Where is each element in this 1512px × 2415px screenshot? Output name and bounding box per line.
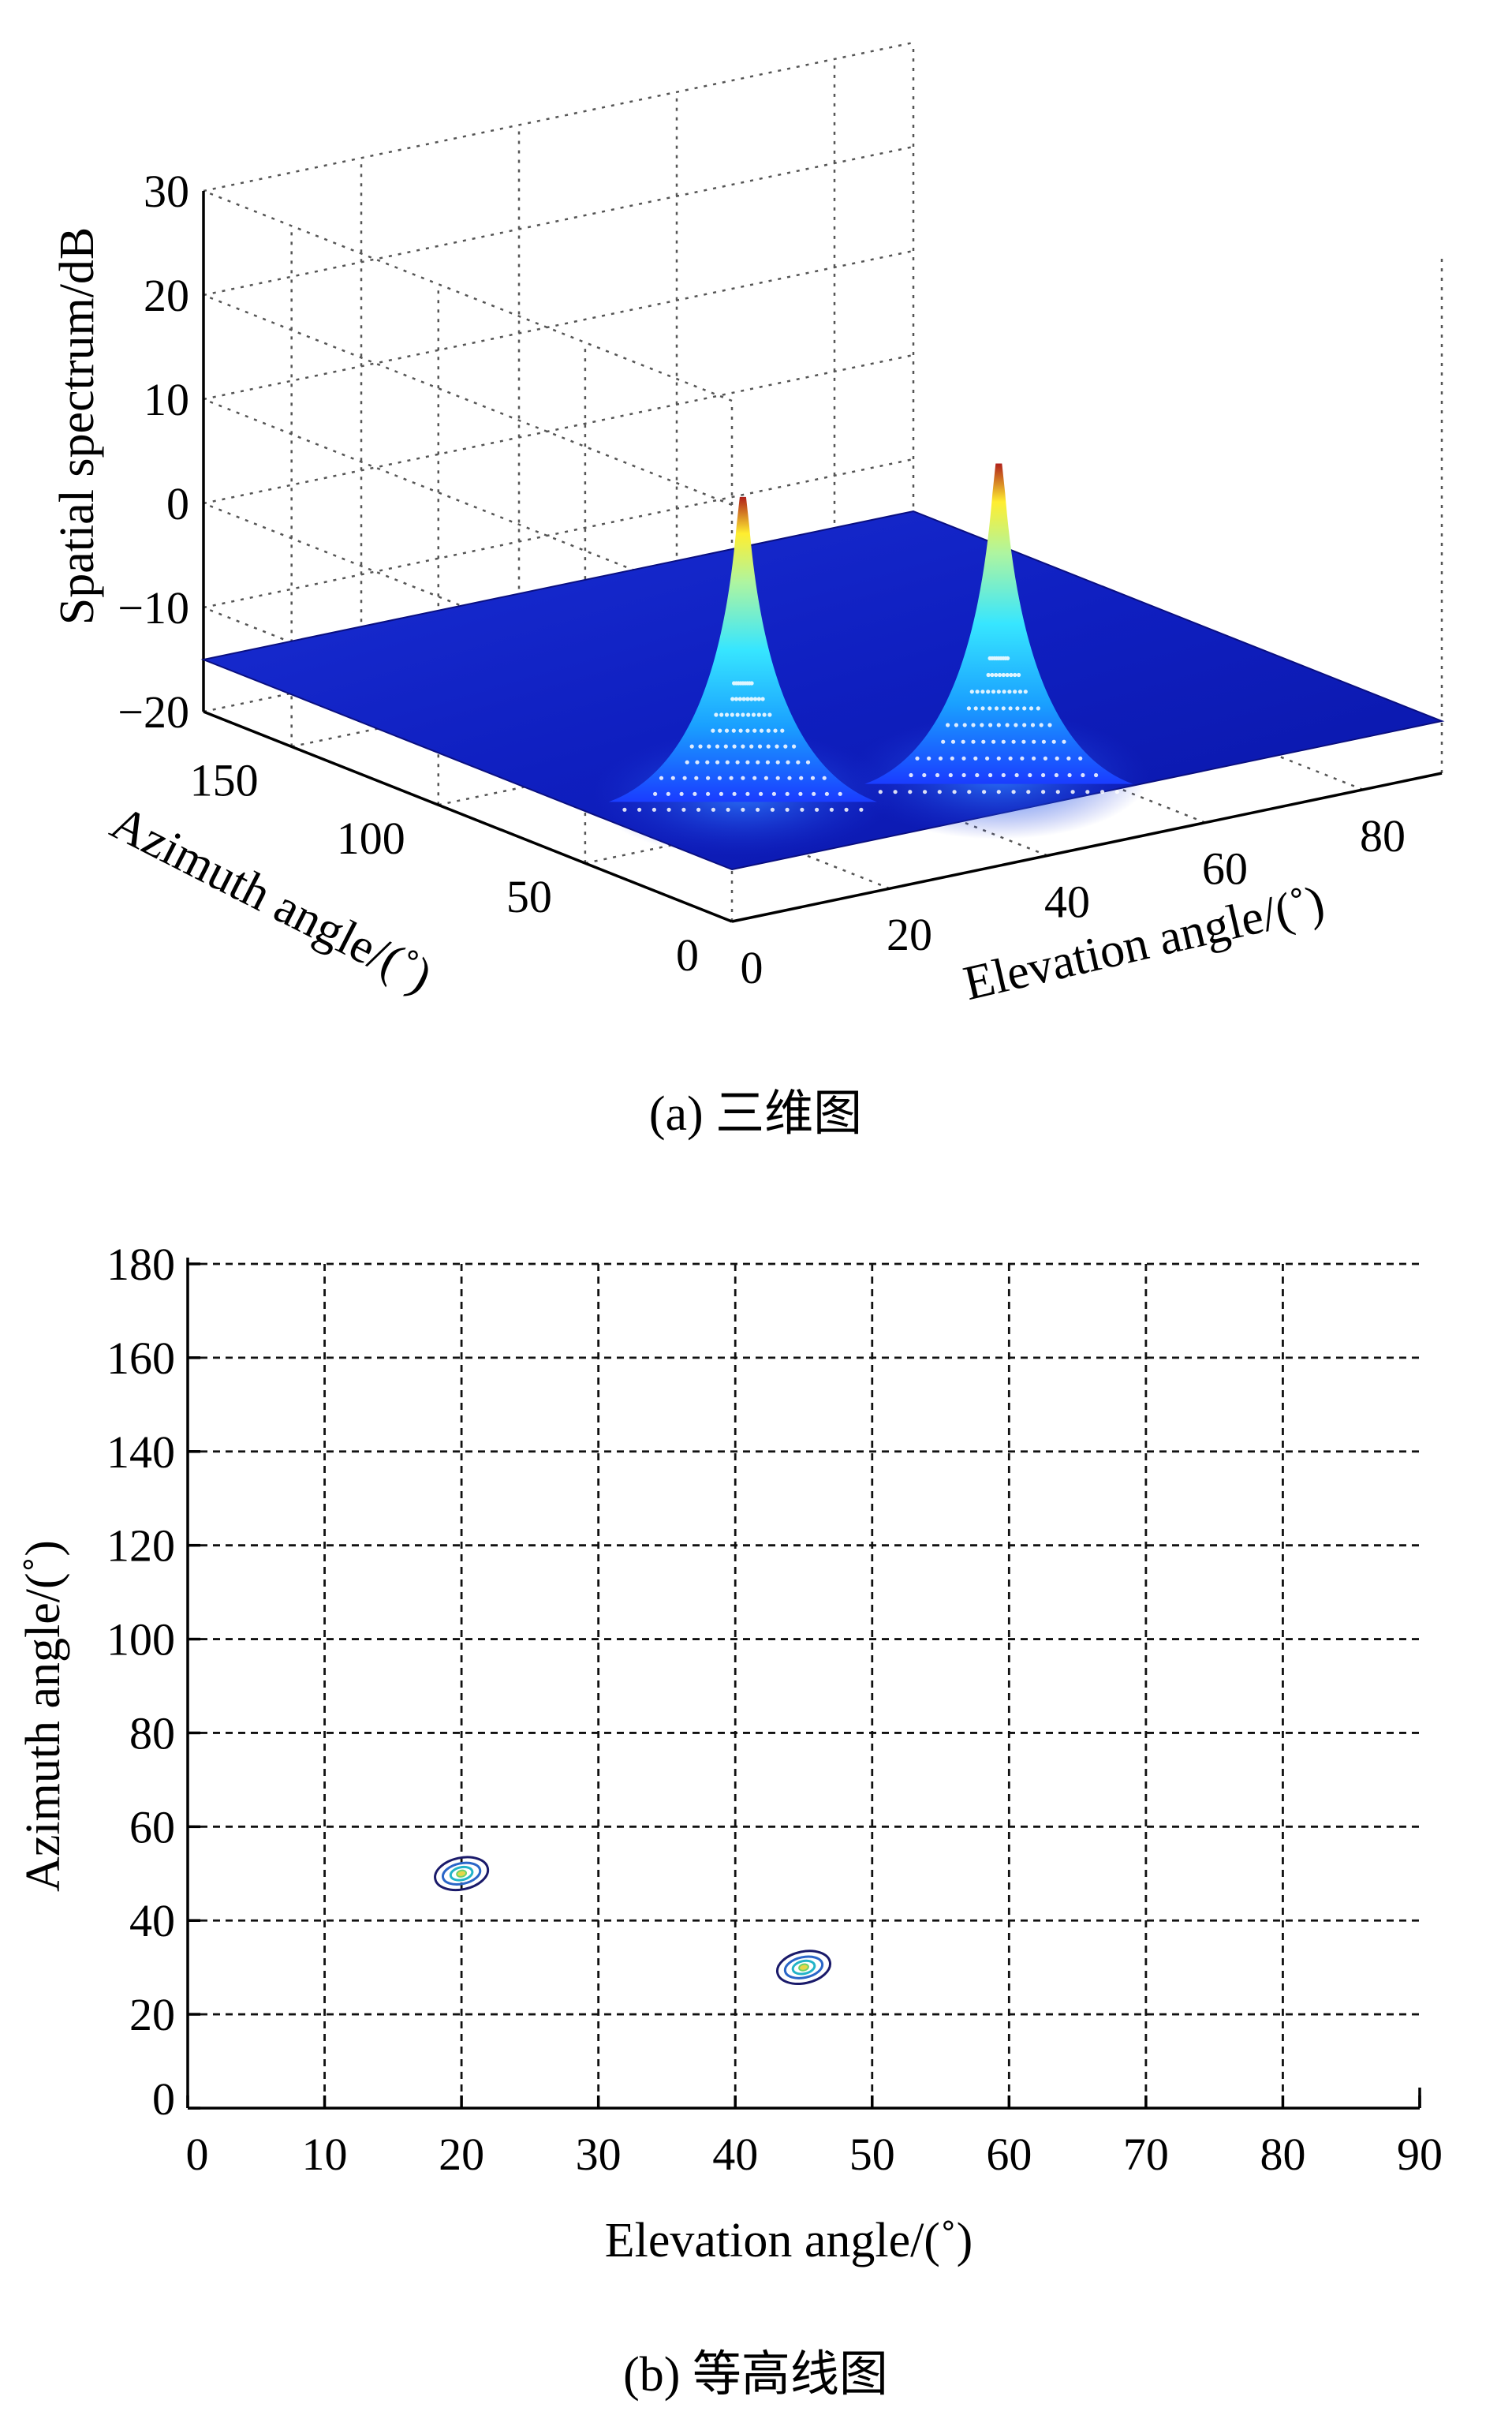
elevation-tick-label-3d: 80 (1360, 810, 1406, 862)
x-tick-label: 60 (986, 2129, 1032, 2180)
grid-line (203, 41, 914, 193)
x-axis-label: Elevation angle/(˚) (605, 2214, 973, 2267)
x-tick-label: 30 (576, 2129, 622, 2180)
x-tick-label: 10 (302, 2129, 348, 2180)
azimuth-tick-label-3d: 100 (337, 813, 405, 864)
y-tick-label: 0 (152, 2073, 175, 2125)
surface-peak (849, 463, 1149, 839)
elevation-tick-label-3d: 0 (741, 942, 763, 993)
elevation-tick-label-3d: 40 (1044, 876, 1090, 927)
caption-a: (a) 三维图 (649, 1087, 862, 1141)
x-tick-label: 70 (1123, 2129, 1169, 2180)
z-tick-label: 20 (144, 270, 189, 321)
peak-mesh-dots (878, 656, 1119, 794)
y-tick-label: 140 (106, 1426, 175, 1478)
azimuth-axis-line (203, 710, 733, 923)
peak-spike (864, 463, 1133, 784)
contour-ring (434, 1856, 490, 1892)
contours (434, 1856, 832, 1985)
y-tick-label: 20 (129, 1989, 175, 2040)
x-tick-label: 0 (186, 2129, 209, 2180)
x-tick-label: 90 (1397, 2129, 1443, 2180)
z-tick-label: −20 (118, 686, 189, 738)
grid-line (203, 249, 914, 401)
contour-ring (775, 1950, 832, 1985)
y-tick-label: 180 (106, 1239, 175, 1290)
azimuth-tick-label-3d: 150 (190, 754, 259, 806)
y-tick-label: 40 (129, 1895, 175, 1946)
contour-plot: 0 10 20 30 40 50 60 70 80 90 0 20 40 60 80 100 120 140 160… (17, 1239, 1443, 2402)
elevation-tick-label-3d: 20 (887, 909, 932, 960)
elevation-axis-line (731, 772, 1443, 923)
peak-spike (608, 496, 877, 802)
y-tick-label: 160 (106, 1333, 175, 1384)
y-tick-label: 80 (129, 1707, 175, 1759)
y-axis-label: Azimuth angle/(˚) (17, 1540, 70, 1892)
z-tick-label: 0 (166, 478, 189, 529)
z-tick-label: 10 (144, 374, 189, 425)
axes-2d (186, 1258, 1421, 2110)
grid-line (203, 145, 914, 297)
grid-line (203, 458, 914, 609)
elevation-tick-label-3d: 60 (1202, 843, 1248, 895)
ticks-2d: 0 10 20 30 40 50 60 70 80 90 0 20 40 60 80 100 120 140 160… (106, 1239, 1443, 2180)
y-tick-label: 100 (106, 1614, 175, 1665)
peak-mesh-dots (622, 681, 864, 812)
y-tick-label: 120 (106, 1520, 175, 1572)
x-tick-label: 50 (849, 2129, 895, 2180)
x-tick-label: 20 (439, 2129, 484, 2180)
azimuth-tick-label-3d: 0 (676, 929, 699, 981)
z-tick-label: −10 (118, 582, 189, 634)
grid-2d (188, 1262, 1420, 2108)
y-tick-label: 60 (129, 1801, 175, 1852)
surface-peak (592, 496, 893, 858)
z-axis-label: Spatial spectrum/dB (50, 227, 104, 626)
z-tick-label: 30 (144, 166, 189, 217)
surface-peaks (592, 463, 1149, 858)
x-tick-label: 80 (1260, 2129, 1305, 2180)
grid-line (203, 293, 733, 507)
grid-line (203, 189, 733, 402)
caption-b: (b) 等高线图 (623, 2348, 888, 2402)
x-tick-label: 40 (712, 2129, 758, 2180)
grid-line (203, 353, 914, 505)
azimuth-tick-label-3d: 50 (506, 871, 552, 922)
elevation-axis-label-3d: Elevation angle/(˚) (959, 876, 1330, 1011)
